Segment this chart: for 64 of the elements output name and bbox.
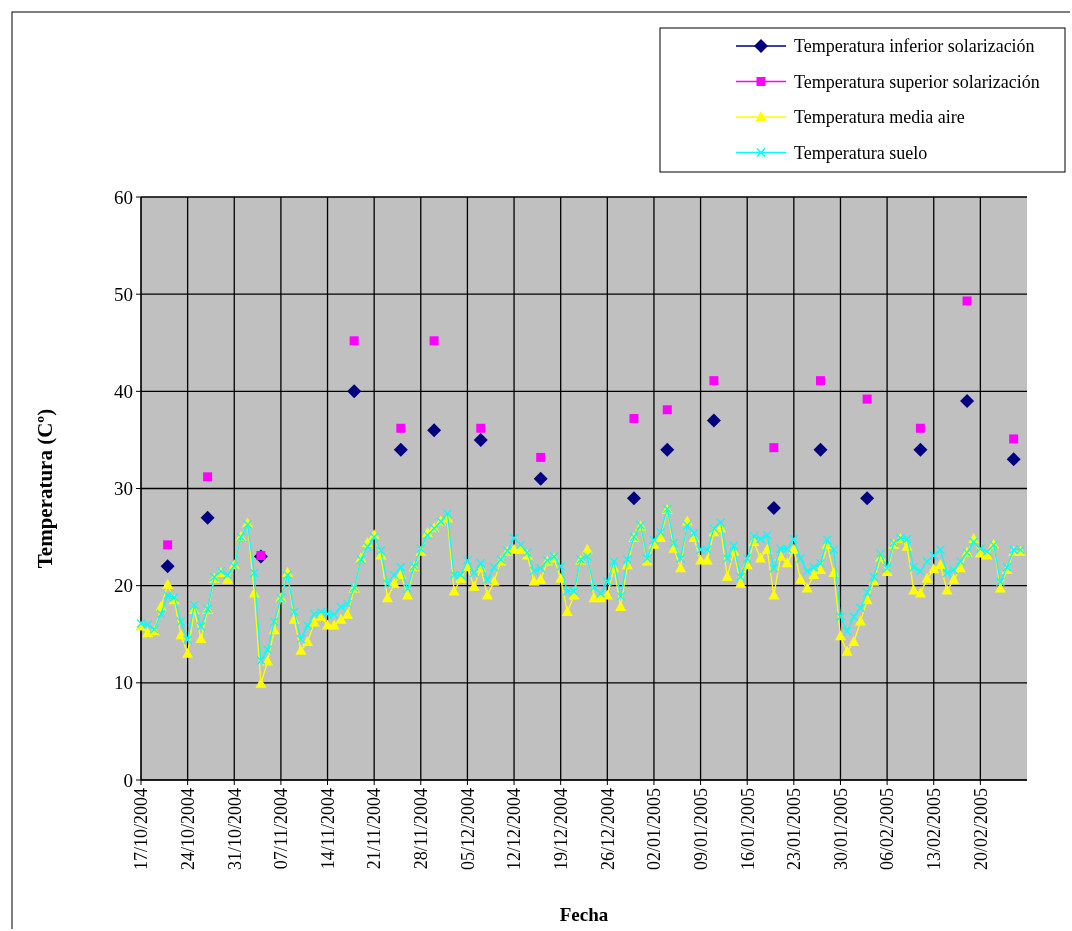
point <box>960 394 975 409</box>
point <box>862 394 872 404</box>
point <box>429 336 439 346</box>
legend-label: Temperatura media aire <box>794 107 965 128</box>
x-tick-label: 12/12/2004 <box>504 788 525 871</box>
point <box>347 384 362 399</box>
point <box>160 559 175 574</box>
point <box>163 540 173 550</box>
point <box>662 405 672 415</box>
point <box>629 414 639 424</box>
x-tick-label: 14/11/2004 <box>317 788 338 870</box>
x-tick-label: 13/02/2005 <box>924 788 945 871</box>
point <box>476 423 486 433</box>
x-tick-label: 09/01/2005 <box>690 788 711 871</box>
x-tick-label: 17/10/2004 <box>131 788 152 871</box>
x-tick-label: 30/01/2005 <box>830 788 851 871</box>
point <box>769 443 779 453</box>
point <box>915 423 925 433</box>
y-tick-label: 0 <box>123 769 133 791</box>
x-tick-label: 20/02/2005 <box>970 788 991 871</box>
point <box>533 471 548 486</box>
x-tick-label: 16/01/2005 <box>737 788 758 871</box>
x-tick-label: 19/12/2004 <box>550 788 571 871</box>
point <box>203 472 213 482</box>
x-tick-label: 24/10/2004 <box>177 788 198 871</box>
point <box>962 296 972 306</box>
point <box>473 432 488 447</box>
y-tick-label: 40 <box>114 380 133 402</box>
point <box>860 491 875 506</box>
y-tick-label: 50 <box>114 283 133 305</box>
point <box>393 442 408 457</box>
y-tick-label: 20 <box>114 575 133 597</box>
y-tick-label: 30 <box>114 478 133 500</box>
point <box>1009 434 1019 444</box>
point <box>709 376 719 386</box>
x-tick-label: 07/11/2004 <box>271 788 292 870</box>
point <box>427 423 442 438</box>
x-tick-label: 05/12/2004 <box>457 788 478 871</box>
x-tick-label: 21/11/2004 <box>364 788 385 870</box>
x-tick-label: 02/01/2005 <box>644 788 665 871</box>
point <box>706 413 721 428</box>
point <box>766 500 781 515</box>
x-tick-label: 28/11/2004 <box>411 788 432 870</box>
point <box>349 336 359 346</box>
x-tick-label: 06/02/2005 <box>877 788 898 871</box>
point <box>815 376 825 386</box>
y-axis-title: Temperatura (Cº) <box>33 408 57 569</box>
x-tick-label: 26/12/2004 <box>597 788 618 871</box>
legend-label: Temperatura suelo <box>794 142 928 163</box>
y-tick-label: 60 <box>114 186 133 208</box>
legend-label: Temperatura inferior solarización <box>794 36 1035 57</box>
point <box>396 423 406 433</box>
x-tick-label: 31/10/2004 <box>224 788 245 871</box>
point <box>813 442 828 457</box>
point <box>626 491 641 506</box>
x-axis-title: Fecha <box>559 904 609 925</box>
point <box>1006 452 1021 467</box>
point <box>913 442 928 457</box>
point <box>200 510 215 525</box>
point <box>660 442 675 457</box>
legend-label: Temperatura superior solarización <box>794 71 1040 92</box>
y-tick-label: 10 <box>114 672 133 694</box>
point <box>536 452 546 462</box>
x-tick-label: 23/01/2005 <box>784 788 805 871</box>
